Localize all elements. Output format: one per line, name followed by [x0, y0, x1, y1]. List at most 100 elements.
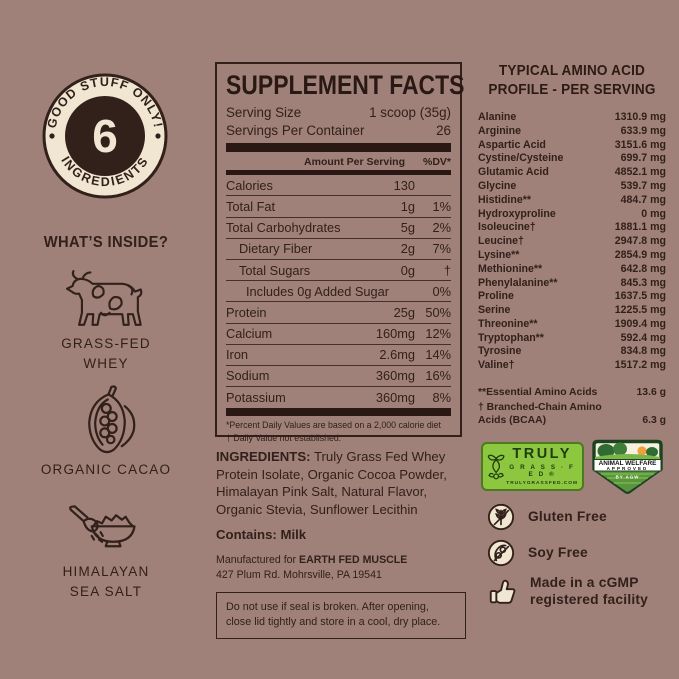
- nutrient-amount: 0g: [400, 262, 415, 278]
- amino-value: 484.7 mg: [620, 193, 666, 206]
- amino-value: 1225.5 mg: [614, 304, 666, 317]
- bcaa-value: 6.3 g: [642, 415, 666, 427]
- awa-field: [595, 470, 660, 492]
- claim-soy-free: Soy Free: [487, 539, 673, 567]
- awa-tree-icon: [613, 442, 627, 456]
- serving-size-label: Serving Size: [226, 105, 302, 121]
- amino-value: 699.7 mg: [620, 152, 666, 165]
- nutrient-name: Potassium: [226, 389, 286, 405]
- nutrient-dv: †: [443, 262, 451, 278]
- amino-name: Histidine**: [478, 193, 531, 206]
- serving-size-row: Serving Size 1 scoop (35g): [226, 104, 451, 121]
- amount-column-header: Amount Per Serving: [304, 156, 405, 169]
- ingredients-text: Truly Grass Fed Whey Protein Isolate, Or…: [216, 449, 447, 517]
- nutrient-row: Calories 130: [226, 175, 451, 197]
- nutrient-row: Total Sugars 0g †: [226, 260, 451, 282]
- badge-dot-left: [49, 133, 55, 139]
- divider-bar: [226, 170, 451, 176]
- whats-inside-heading: WHAT’S INSIDE?: [43, 234, 169, 251]
- amino-row: Tyrosine 834.8 mg: [478, 345, 666, 359]
- badge-dot-right: [155, 133, 161, 139]
- amino-row: Methionine** 642.8 mg: [478, 263, 666, 277]
- amino-row: Lysine** 2854.9 mg: [478, 249, 666, 263]
- nutrient-name: Includes 0g Added Sugar: [246, 283, 390, 299]
- manufactured-for-text: Manufactured for: [216, 554, 300, 567]
- salt-icon: [69, 505, 136, 548]
- amino-row: Isoleucine† 1881.1 mg: [478, 221, 666, 235]
- amino-name: Isoleucine†: [478, 221, 536, 234]
- awa-line2: APPROVED: [607, 466, 649, 471]
- amino-value: 2854.9 mg: [614, 248, 666, 261]
- soy-free-icon: [487, 539, 515, 567]
- amino-name: Cystine/Cysteine: [478, 152, 564, 165]
- nutrient-row: Potassium 360mg 8%: [226, 387, 451, 407]
- supplement-facts-panel: SUPPLEMENT FACTS Serving Size 1 scoop (3…: [215, 62, 464, 443]
- amino-name: Alanine: [478, 110, 517, 123]
- nutrient-row: Calcium 160mg 12%: [226, 324, 451, 345]
- nutrient-name: Iron: [226, 347, 249, 363]
- amino-name: Glycine: [478, 179, 517, 192]
- thumbs-up-icon: [489, 579, 516, 604]
- amino-name: Methionine**: [478, 262, 543, 275]
- amino-value: 592.4 mg: [620, 331, 666, 344]
- six-ingredients-badge: GOOD STUFF ONLY! INGREDIENTS 6: [42, 73, 168, 199]
- ingredients-paragraph: INGREDIENTS: Truly Grass Fed Whey Protei…: [216, 448, 466, 518]
- nutrient-dv: 8%: [432, 389, 452, 405]
- amino-name: Glutamic Acid: [478, 166, 549, 179]
- ingredient-label-cacao: ORGANIC CACAO: [40, 462, 172, 477]
- claim-cgmp: Made in a cGMP registered facility: [487, 575, 673, 608]
- amino-name: Aspartic Acid: [478, 138, 546, 151]
- animal-welfare-approved-badge: ANIMAL WELFARE APPROVED BY AGW: [592, 439, 663, 494]
- ingredient-label-salt: HIMALAYAN SEA SALT: [62, 564, 150, 600]
- cow-icon: [66, 269, 143, 326]
- ingredients-label: INGREDIENTS:: [216, 449, 311, 464]
- amino-value: 1881.1 mg: [614, 221, 666, 234]
- nutrient-dv: 14%: [425, 347, 451, 363]
- amino-acid-profile: TYPICAL AMINO ACID PROFILE - PER SERVING…: [478, 62, 666, 428]
- amino-row: Hydroxyproline 0 mg: [478, 208, 666, 222]
- amino-value: 1637.5 mg: [614, 290, 666, 303]
- allergen-statement: Contains: Milk: [216, 527, 307, 543]
- amino-name: Lysine**: [478, 248, 520, 261]
- nutrient-table: Calories 130 Total Fat 1g 1% Total Carbo…: [226, 175, 451, 407]
- dv-footnote: *Percent Daily Values are based on a 2,0…: [226, 420, 442, 431]
- amino-name: Arginine: [478, 124, 521, 137]
- nutrient-amount: 130: [393, 177, 415, 193]
- nutrient-amount: 25g: [393, 304, 415, 320]
- amino-table: Alanine 1310.9 mg Arginine 633.9 mg Aspa…: [478, 111, 666, 373]
- essential-aa-value: 13.6 g: [636, 387, 666, 399]
- amino-name: Proline: [478, 290, 514, 303]
- awa-line3: BY AGW: [616, 475, 640, 480]
- dv-column-header: %DV*: [422, 156, 451, 169]
- nutrient-row: Protein 25g 50%: [226, 302, 451, 324]
- nutrient-name: Sodium: [226, 368, 270, 384]
- amino-name: Threonine**: [478, 317, 538, 330]
- claims-list: Gluten Free Soy Free Made in: [487, 503, 673, 616]
- awa-field-rows: [601, 473, 654, 484]
- amino-value: 1517.2 mg: [614, 359, 666, 372]
- nutrient-amount: 1g: [400, 198, 415, 214]
- nutrient-row: Sodium 360mg 16%: [226, 366, 451, 388]
- storage-warning-box: Do not use if seal is broken. After open…: [216, 591, 466, 640]
- amino-value: 1310.9 mg: [614, 110, 666, 123]
- nutrient-amount: 160mg: [375, 326, 415, 342]
- claim-gluten-free: Gluten Free: [487, 503, 673, 531]
- bcaa-label: † Branched-Chain Amino Acids (BCAA): [478, 401, 602, 427]
- truly-name: TRULY: [512, 446, 572, 463]
- amino-row: Alanine 1310.9 mg: [478, 111, 666, 125]
- nutrient-dv: 16%: [425, 368, 451, 384]
- nutrient-name: Total Fat: [226, 198, 276, 214]
- serving-size-value: 1 scoop (35g): [369, 105, 451, 121]
- servings-value: 26: [436, 122, 451, 138]
- amino-row: Arginine 633.9 mg: [478, 125, 666, 139]
- claim-label: Gluten Free: [528, 508, 607, 524]
- manufacturer-block: Manufactured for EARTH FED MUSCLE 427 Pl…: [216, 553, 466, 583]
- nutrient-row: Total Carbohydrates 5g 2%: [226, 218, 451, 239]
- truly-subtitle: G R A S S · F E D ®: [509, 463, 575, 478]
- amino-row: Glutamic Acid 4852.1 mg: [478, 166, 666, 180]
- badge-center-disc: [65, 96, 145, 176]
- servings-per-container-row: Servings Per Container 26: [226, 122, 451, 139]
- nutrient-dv: 2%: [432, 220, 452, 236]
- gluten-free-icon: [487, 503, 515, 531]
- awa-tree-icon: [597, 444, 615, 458]
